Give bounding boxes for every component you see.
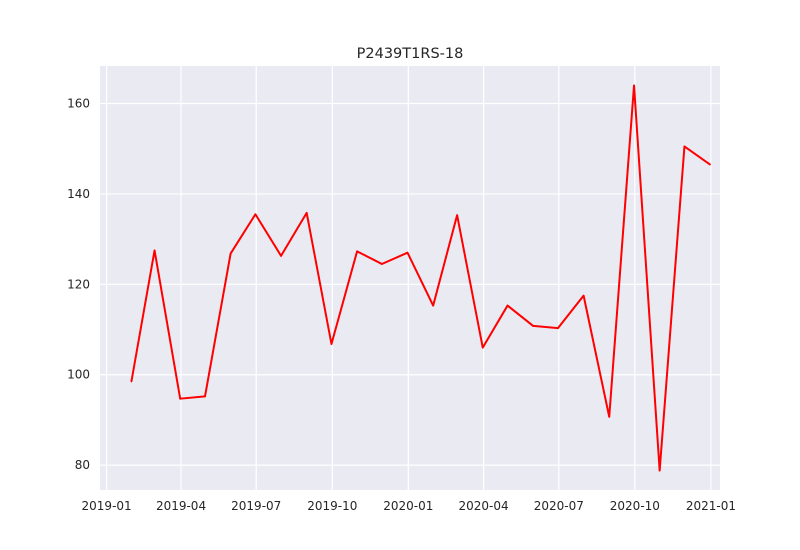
data-points bbox=[130, 84, 711, 472]
y-axis-ticks: 80 100 120 140 160 bbox=[67, 97, 90, 473]
data-point bbox=[153, 249, 156, 252]
data-point bbox=[130, 380, 133, 383]
data-point bbox=[709, 163, 711, 166]
data-point bbox=[506, 304, 509, 307]
data-point bbox=[608, 415, 611, 418]
data-point bbox=[658, 469, 661, 472]
data-point bbox=[633, 84, 635, 87]
data-point bbox=[254, 213, 257, 216]
y-tick-label: 160 bbox=[67, 97, 90, 111]
grid-lines bbox=[100, 66, 720, 490]
data-point bbox=[432, 304, 434, 307]
x-tick-label: 2021-01 bbox=[686, 499, 736, 513]
x-tick-label: 2020-01 bbox=[383, 499, 433, 513]
data-point bbox=[683, 145, 686, 148]
data-point bbox=[330, 343, 333, 345]
data-point bbox=[356, 250, 358, 253]
data-point bbox=[305, 212, 308, 214]
series-line bbox=[130, 84, 711, 472]
y-tick-label: 140 bbox=[67, 187, 90, 201]
x-tick-label: 2019-10 bbox=[307, 499, 357, 513]
y-tick-label: 80 bbox=[75, 458, 90, 472]
data-point bbox=[481, 346, 484, 349]
data-point bbox=[381, 263, 383, 265]
data-point bbox=[456, 214, 458, 216]
y-tick-label: 120 bbox=[67, 277, 90, 291]
x-axis-ticks: 2019-01 2019-04 2019-07 2019-10 2020-01 2020-… bbox=[82, 499, 736, 513]
y-tick-label: 100 bbox=[67, 368, 90, 382]
x-tick-label: 2019-07 bbox=[231, 499, 281, 513]
x-tick-label: 2020-04 bbox=[459, 499, 509, 513]
data-point bbox=[280, 255, 282, 257]
data-point bbox=[204, 395, 206, 398]
x-tick-label: 2019-04 bbox=[156, 499, 206, 513]
data-point bbox=[582, 294, 585, 297]
data-point bbox=[406, 251, 409, 254]
data-point bbox=[557, 327, 559, 329]
plot-area bbox=[100, 66, 720, 490]
x-tick-label: 2020-07 bbox=[534, 499, 584, 513]
x-tick-label: 2020-10 bbox=[610, 499, 660, 513]
data-point bbox=[179, 397, 181, 400]
x-tick-label: 2019-01 bbox=[82, 499, 132, 513]
chart-title: P2439T1RS-18 bbox=[357, 46, 464, 62]
data-point bbox=[532, 325, 534, 327]
data-point bbox=[229, 252, 232, 255]
